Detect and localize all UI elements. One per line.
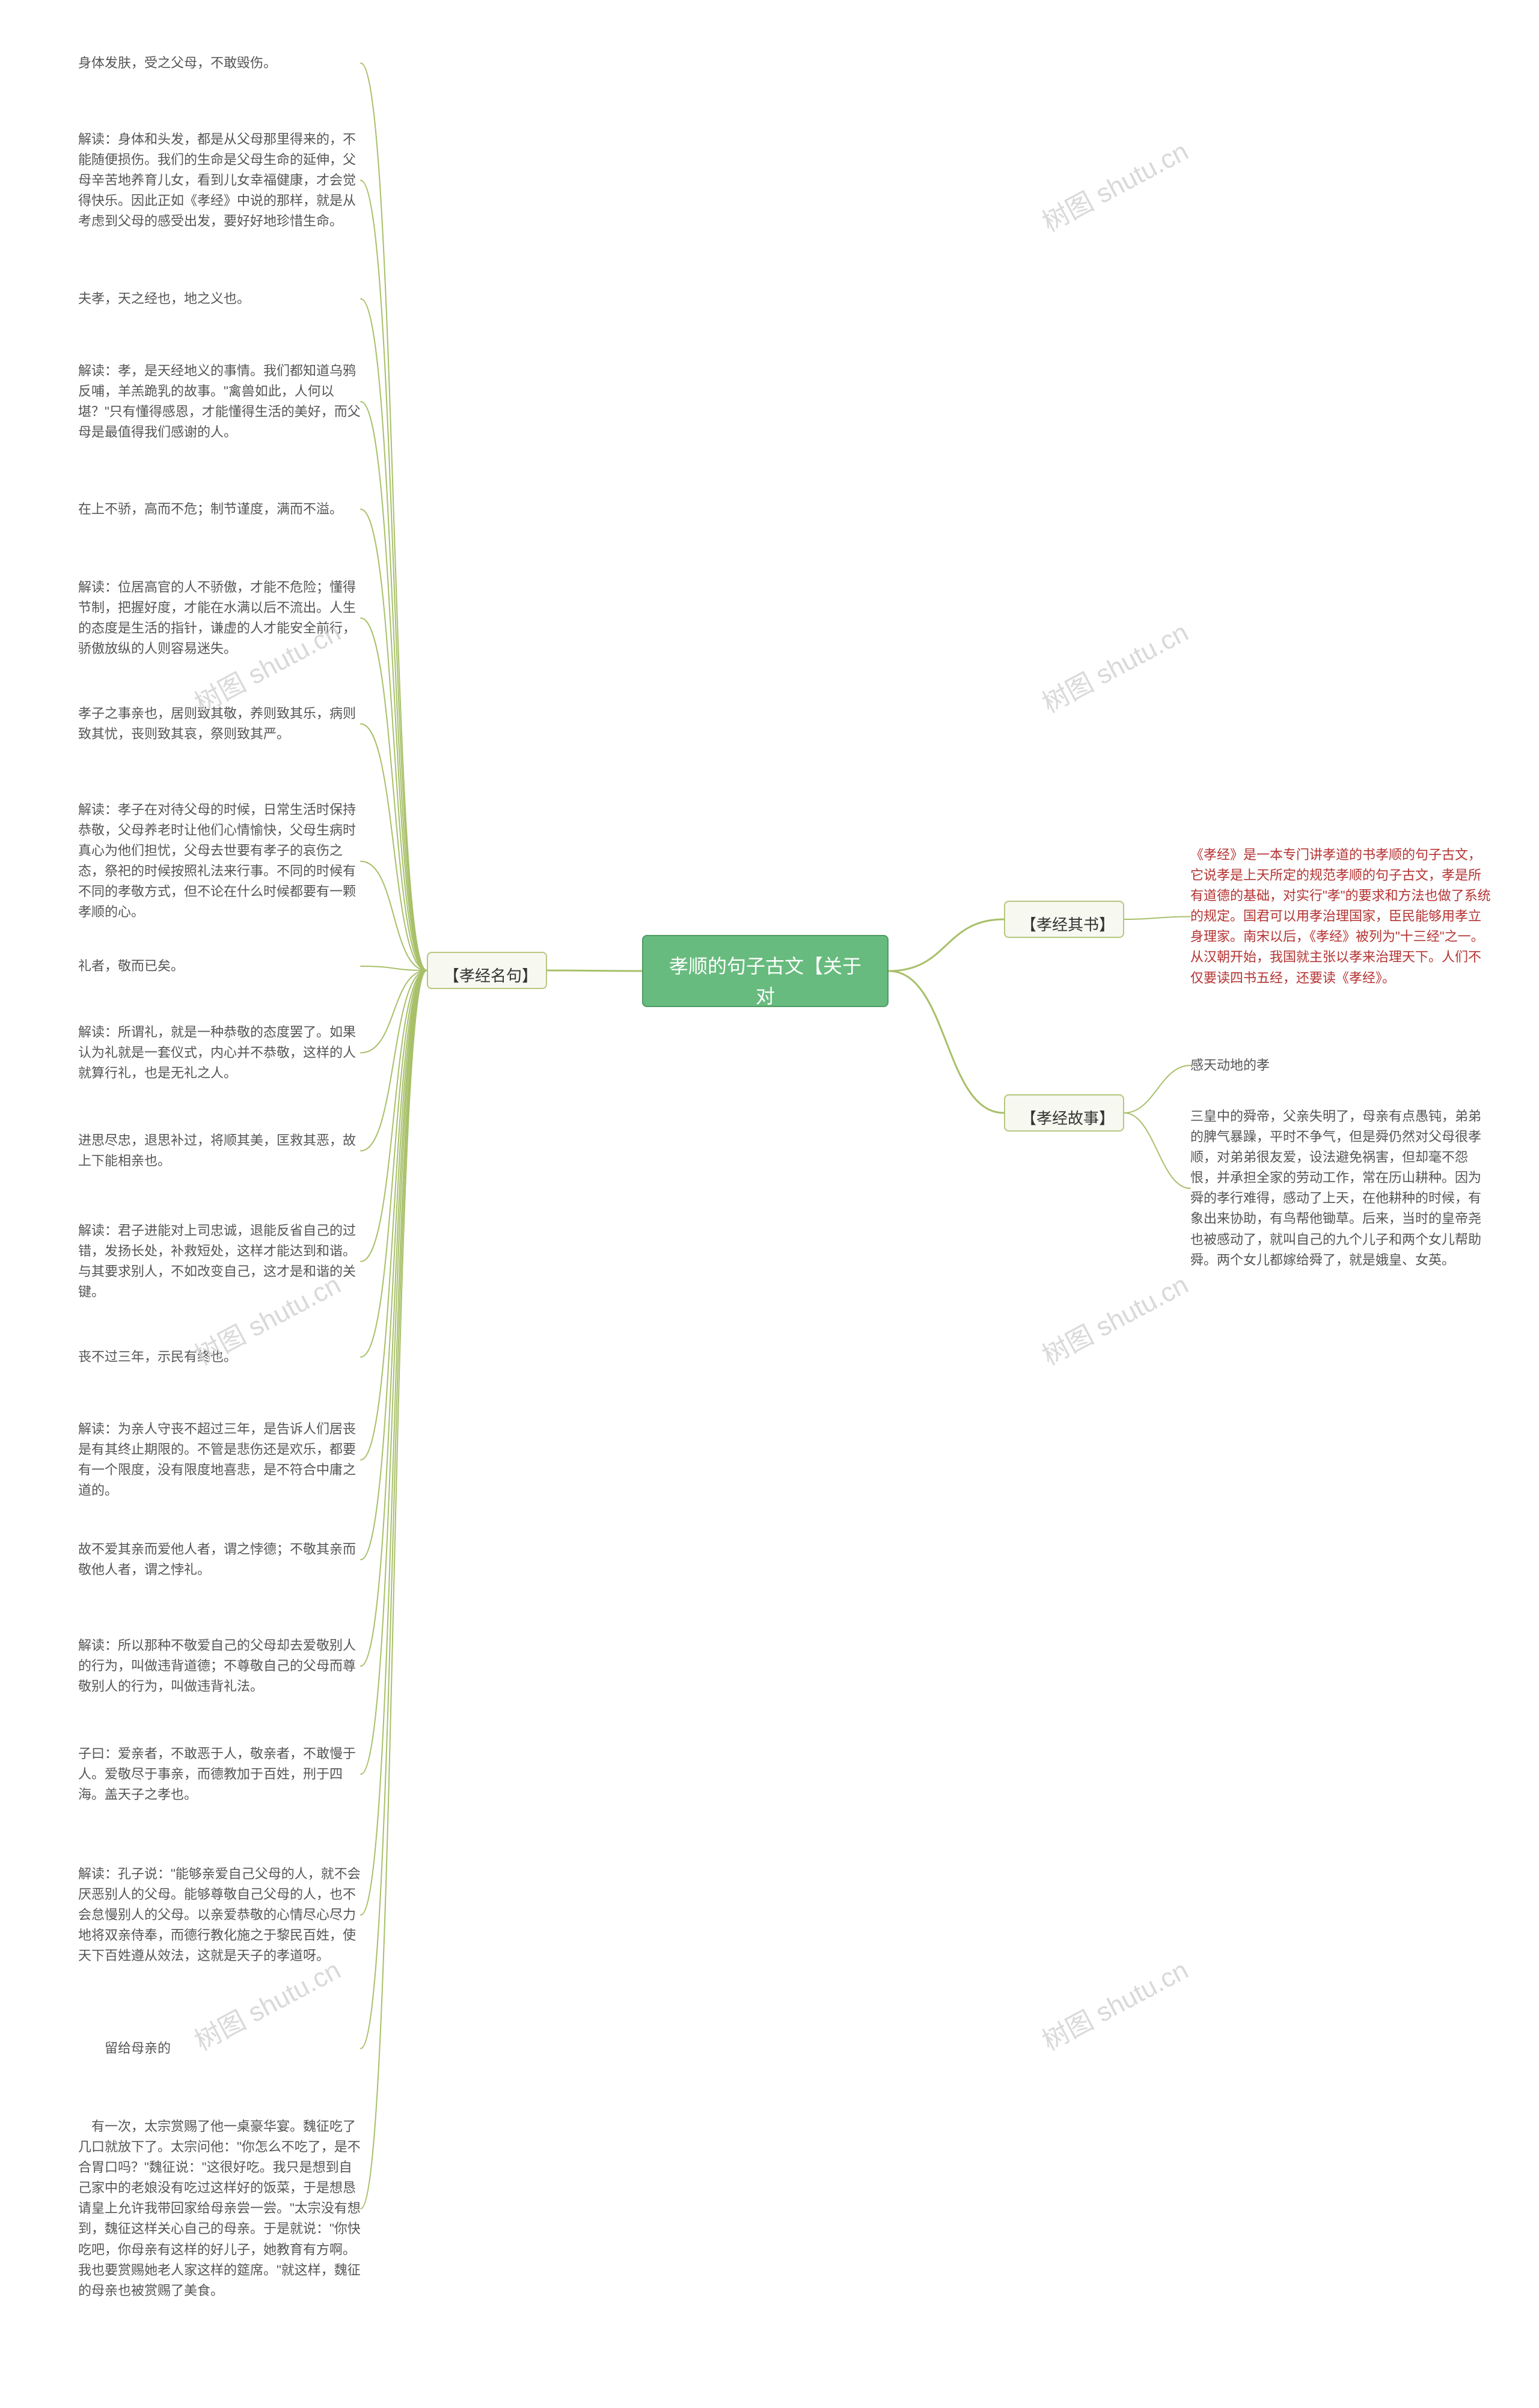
mindmap-leaf: 解读：位居高官的人不骄傲，才能不危险；懂得节制，把握好度，才能在水满以后不流出。… [78, 577, 361, 659]
mindmap-leaf: 夫孝，天之经也，地之义也。 [78, 289, 361, 309]
mindmap-leaf: 解读：君子进能对上司忠诚，退能反省自己的过错，发扬长处，补救短处，这样才能达到和… [78, 1221, 361, 1302]
mindmap-leaf: 子曰：爱亲者，不敢恶于人，敬亲者，不敢慢于人。爱敬尽于事亲，而德教加于百姓，刑于… [78, 1744, 361, 1805]
mindmap-leaf: 故不爱其亲而爱他人者，谓之悖德；不敬其亲而敬他人者，谓之悖礼。 [78, 1539, 361, 1580]
mindmap-category[interactable]: 【孝经故事】 [1004, 1094, 1124, 1132]
watermark: 树图 shutu.cn [1035, 130, 1194, 239]
mindmap-leaf: 在上不骄，高而不危；制节谨度，满而不溢。 [78, 499, 361, 519]
mindmap-root[interactable]: 孝顺的句子古文【关于对 父母不孝顺的文言文】 [642, 935, 889, 1007]
watermark: 树图 shutu.cn [1035, 1949, 1194, 2058]
mindmap-leaf: 解读：孝子在对待父母的时候，日常生活时保持恭敬，父母养老时让他们心情愉快，父母生… [78, 800, 361, 923]
mindmap-leaf: 留给母亲的 [78, 2038, 361, 2059]
mindmap-leaf: 解读：孝，是天经地义的事情。我们都知道乌鸦反哺，羊羔跪乳的故事。"禽兽如此，人何… [78, 361, 361, 443]
mindmap-leaf: 身体发肤，受之父母，不敢毁伤。 [78, 53, 361, 73]
mindmap-leaf: 有一次，太宗赏赐了他一桌豪华宴。魏征吃了几口就放下了。太宗问他："你怎么不吃了，… [78, 2116, 361, 2301]
mindmap-leaf: 解读：所以那种不敬爱自己的父母却去爱敬别人的行为，叫做违背道德；不尊敬自己的父母… [78, 1635, 361, 1697]
mindmap-leaf: 《孝经》是一本专门讲孝道的书孝顺的句子古文，它说孝是上天所定的规范孝顺的句子古文… [1190, 845, 1491, 988]
mindmap-category[interactable]: 【孝经其书】 [1004, 901, 1124, 938]
watermark: 树图 shutu.cn [1035, 1263, 1194, 1373]
mindmap-leaf: 解读：身体和头发，都是从父母那里得来的，不能随便损伤。我们的生命是父母生命的延伸… [78, 129, 361, 231]
mindmap-leaf: 丧不过三年，示民有终也。 [78, 1347, 361, 1367]
mindmap-leaf: 感天动地的孝 [1190, 1055, 1491, 1076]
mindmap-leaf: 解读：孔子说："能够亲爱自己父母的人，就不会厌恶别人的父母。能够尊敬自己父母的人… [78, 1864, 361, 1966]
mindmap-category[interactable]: 【孝经名句】 [427, 952, 547, 989]
mindmap-leaf: 三皇中的舜帝，父亲失明了，母亲有点愚钝，弟弟的脾气暴躁，平时不争气，但是舜仍然对… [1190, 1106, 1491, 1270]
mindmap-leaf: 解读：所谓礼，就是一种恭敬的态度罢了。如果认为礼就是一套仪式，内心并不恭敬，这样… [78, 1022, 361, 1083]
watermark: 树图 shutu.cn [1035, 611, 1194, 720]
mindmap-leaf: 孝子之事亲也，居则致其敬，养则致其乐，病则致其忧，丧则致其哀，祭则致其严。 [78, 703, 361, 744]
mindmap-leaf: 进思尽忠，退思补过，将顺其美，匡救其恶，故上下能相亲也。 [78, 1130, 361, 1171]
mindmap-leaf: 礼者，敬而已矣。 [78, 956, 361, 976]
mindmap-leaf: 解读：为亲人守丧不超过三年，是告诉人们居丧是有其终止期限的。不管是悲伤还是欢乐，… [78, 1419, 361, 1501]
